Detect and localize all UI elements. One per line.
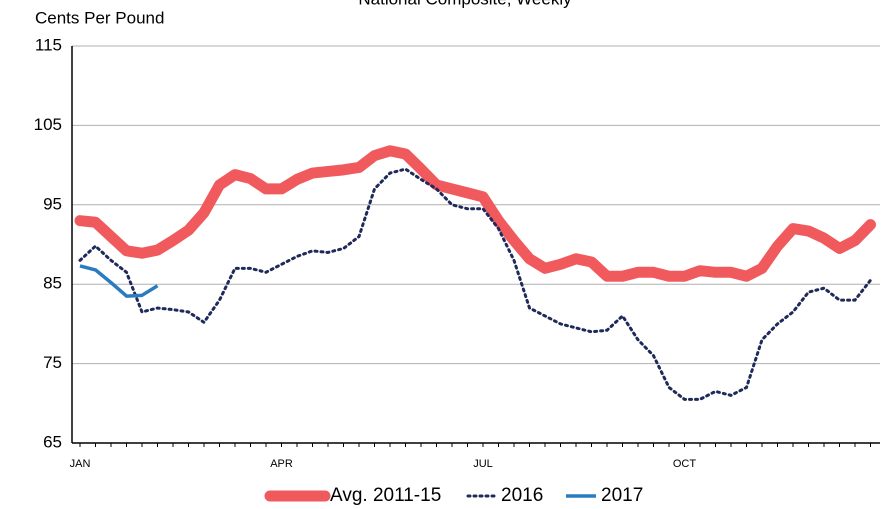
y-tick-label: 85	[43, 274, 62, 293]
legend-label: 2016	[501, 485, 543, 506]
x-tick-label: OCT	[673, 458, 697, 470]
legend-label: 2017	[601, 485, 643, 506]
y-axis-label: Cents Per Pound	[35, 8, 164, 27]
series-line	[74, 145, 876, 282]
y-tick-label: 115	[35, 35, 62, 54]
x-tick-label: JAN	[70, 458, 91, 470]
x-tick-label: JUL	[473, 458, 493, 470]
y-tick-label: 75	[43, 353, 62, 372]
y-tick-label: 65	[43, 432, 62, 451]
chart-title: National Composite, Weekly	[358, 0, 572, 8]
y-tick-label: 105	[34, 115, 62, 134]
series-line	[78, 167, 872, 401]
x-tick-label: APR	[270, 458, 293, 470]
series-line	[79, 264, 159, 298]
y-tick-label: 95	[43, 194, 62, 213]
legend-label: Avg. 2011-15	[330, 485, 441, 506]
